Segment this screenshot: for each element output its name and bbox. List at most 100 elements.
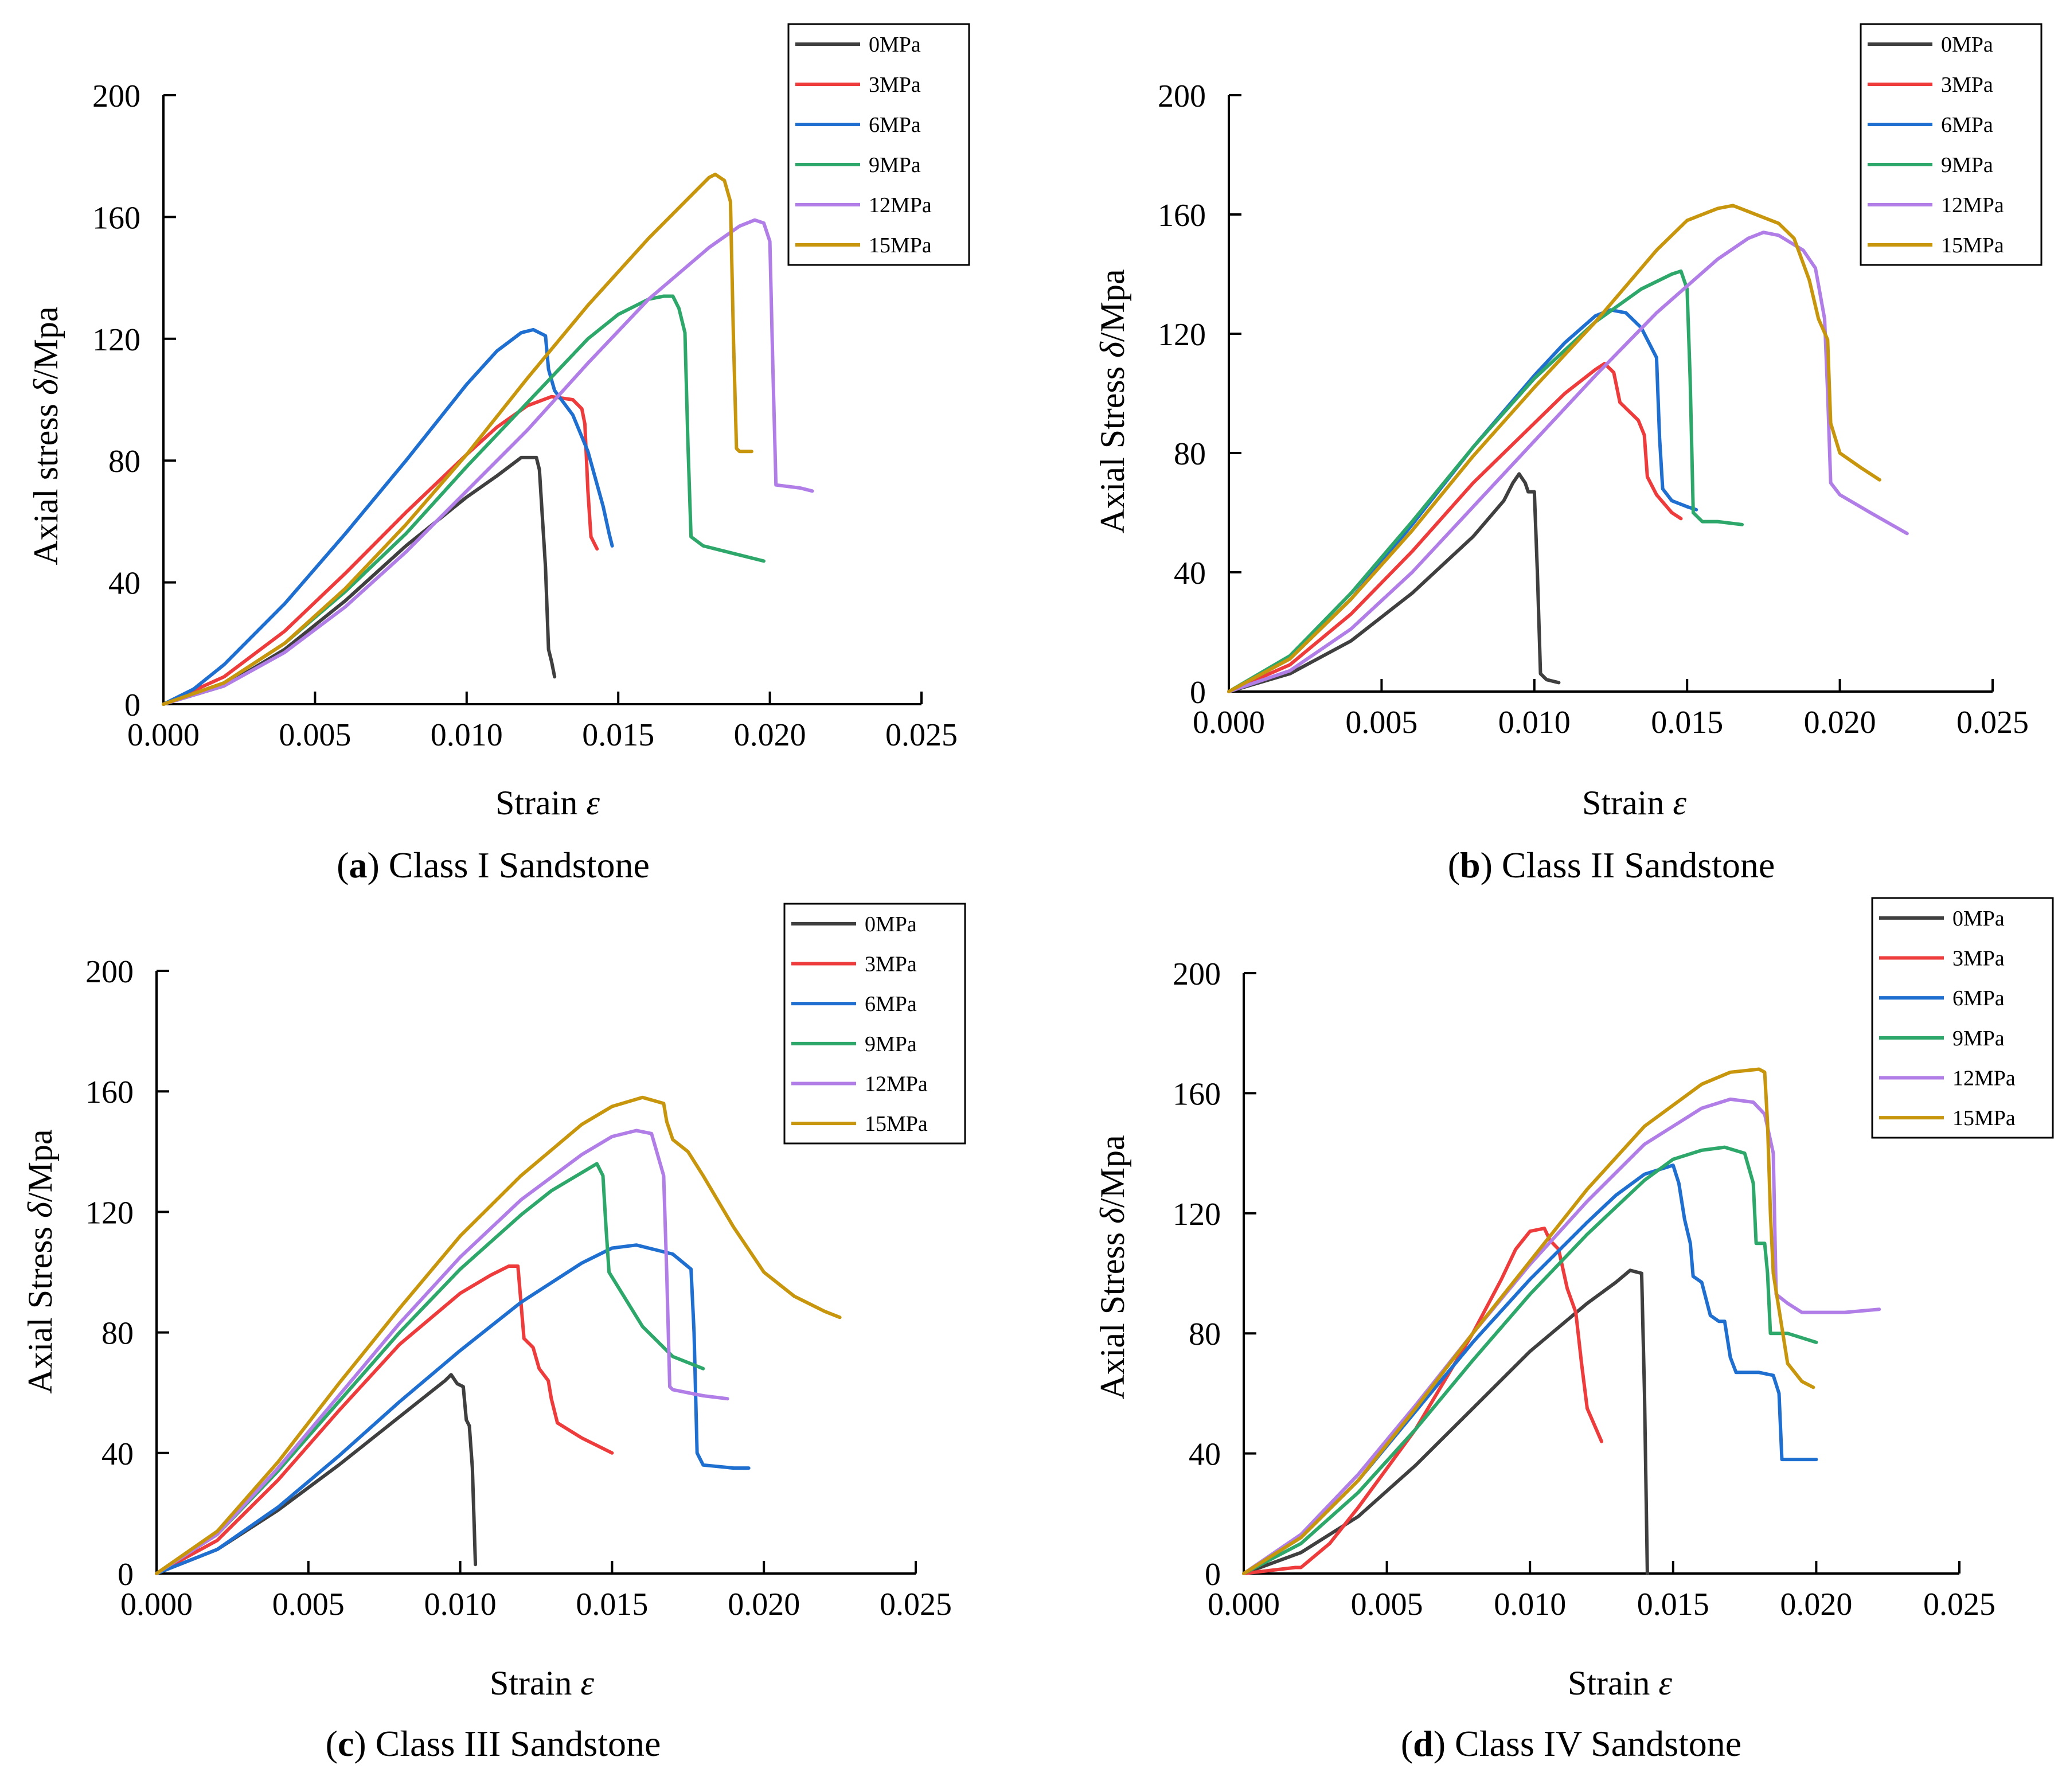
x-tick-label: 0.005 (1351, 1587, 1423, 1622)
legend-label: 15MPa (865, 1112, 928, 1136)
series-line-6mpa (1227, 308, 1698, 693)
series-line-15mpa (162, 173, 753, 706)
y-tick-label: 120 (1173, 1197, 1221, 1232)
caption-paren-close: ) (1434, 1723, 1446, 1764)
chart-panel-d: 0.000 0.005 0.010 0.015 0.020 0.025 0 40 80 120 16… (1094, 897, 2054, 1764)
legend-label: 0MPa (1941, 33, 1993, 57)
x-tick-label: 0.020 (1780, 1587, 1852, 1622)
x-tick-label: 0.000 (127, 717, 200, 753)
legend-label: 0MPa (869, 33, 921, 57)
series-line-12mpa (162, 218, 814, 706)
x-axis-title: Strain ε (1568, 1664, 1672, 1702)
x-tick-label: 0.015 (576, 1587, 648, 1622)
caption-paren-close: ) (367, 845, 379, 885)
series-line-9mpa (155, 1162, 705, 1575)
x-tick-label: 0.015 (1637, 1587, 1709, 1622)
series-line-15mpa (1227, 204, 1881, 693)
panel-caption: (b) Class II Sandstone (1448, 845, 1775, 885)
x-tick-label: 0.010 (1494, 1587, 1566, 1622)
legend-label: 15MPa (869, 233, 932, 257)
series-line-15mpa (155, 1095, 842, 1575)
legend-label: 9MPa (1941, 153, 1993, 177)
x-tick-label: 0.005 (272, 1587, 345, 1622)
series-line-0mpa (155, 1373, 478, 1575)
legend-label: 9MPa (869, 153, 921, 177)
chart-panel-c: 0.000 0.005 0.010 0.015 0.020 0.025 0 40 80 120 16… (21, 903, 966, 1764)
legend-label: 6MPa (1941, 113, 1993, 137)
series-line-3mpa (162, 395, 599, 706)
x-axis-title: Strain ε (495, 784, 600, 822)
y-tick-label: 120 (1158, 317, 1206, 353)
caption-paren-open: ( (1448, 845, 1460, 885)
legend-label: 15MPa (1952, 1106, 2016, 1130)
x-tick-label: 0.020 (1804, 705, 1876, 740)
y-tick-label: 160 (92, 200, 140, 236)
y-tick-label: 200 (92, 79, 140, 114)
legend-label: 3MPa (1952, 947, 2005, 971)
caption-paren-open: ( (326, 1723, 338, 1764)
series-line-0mpa (1242, 1268, 1649, 1575)
legend-label: 15MPa (1941, 233, 2004, 257)
y-axis-title: Axial Stress δ/Mpa (21, 1129, 59, 1393)
x-axis-title: Strain ε (1582, 784, 1686, 822)
y-axis-title: Axial Stress δ/Mpa (1094, 1135, 1131, 1399)
x-tick-label: 0.000 (120, 1587, 193, 1622)
legend-label: 0MPa (865, 912, 917, 936)
caption-paren-open: ( (337, 845, 349, 885)
legend-label: 6MPa (1952, 986, 2005, 1010)
legend-label: 12MPa (1952, 1067, 2016, 1091)
legend-label: 12MPa (865, 1072, 928, 1096)
legend-label: 12MPa (1941, 193, 2004, 217)
legend-label: 6MPa (865, 992, 917, 1016)
series-line-3mpa (1227, 362, 1683, 693)
panel-caption: (d) Class IV Sandstone (1401, 1723, 1741, 1764)
legend: 0MPa 3MPa 6MPa 9MPa 12MPa 15MPa (1871, 897, 2054, 1139)
series-line-12mpa (1242, 1097, 1881, 1575)
y-tick-label: 0 (118, 1557, 134, 1592)
series-line-0mpa (162, 455, 557, 706)
y-tick-label: 80 (1189, 1317, 1221, 1352)
caption-paren-close: ) (354, 1723, 366, 1764)
x-tick-label: 0.025 (880, 1587, 952, 1622)
legend-label: 0MPa (1952, 907, 2005, 931)
legend: 0MPa 3MPa 6MPa 9MPa 12MPa 15MPa (783, 903, 966, 1145)
panel-caption: (c) Class III Sandstone (326, 1723, 661, 1764)
x-tick-label: 0.005 (1345, 705, 1417, 740)
legend-label: 9MPa (865, 1032, 917, 1056)
series-line-15mpa (1242, 1067, 1815, 1575)
x-tick-label: 0.025 (1956, 705, 2029, 740)
x-tick-label: 0.025 (885, 717, 958, 753)
chart-panel-b: 0.000 0.005 0.010 0.015 0.020 0.025 0 40 80 120 16… (1094, 23, 2043, 885)
x-tick-label: 0.010 (424, 1587, 497, 1622)
series-line-9mpa (1227, 269, 1744, 693)
x-tick-label: 0.000 (1208, 1587, 1280, 1622)
y-tick-label: 200 (85, 954, 134, 990)
x-tick-label: 0.025 (1923, 1587, 1995, 1622)
series-line-3mpa (155, 1264, 614, 1575)
x-tick-label: 0.020 (728, 1587, 800, 1622)
y-tick-label: 160 (1173, 1076, 1221, 1112)
y-tick-label: 120 (85, 1195, 134, 1231)
y-tick-label: 80 (108, 444, 140, 479)
legend: 0MPa 3MPa 6MPa 9MPa 12MPa 15MPa (787, 23, 970, 266)
y-axis-title: Axial stress δ/Mpa (27, 306, 65, 565)
legend-box (1860, 23, 2043, 266)
legend-box (787, 23, 970, 266)
y-tick-label: 0 (124, 688, 140, 723)
y-tick-label: 80 (101, 1316, 134, 1352)
legend-label: 3MPa (865, 952, 917, 977)
y-tick-label: 0 (1205, 1557, 1221, 1592)
x-tick-label: 0.010 (1498, 705, 1571, 740)
x-tick-label: 0.005 (279, 717, 351, 753)
y-tick-label: 160 (1158, 198, 1206, 233)
caption-paren-close: ) (1481, 845, 1493, 885)
series-line-6mpa (155, 1243, 751, 1575)
y-tick-label: 40 (1174, 556, 1206, 591)
x-tick-label: 0.020 (734, 717, 806, 753)
legend-label: 3MPa (1941, 73, 1993, 97)
y-tick-label: 200 (1173, 956, 1221, 992)
legend: 0MPa 3MPa 6MPa 9MPa 12MPa 15MPa (1860, 23, 2043, 266)
series-line-0mpa (1227, 472, 1561, 693)
x-axis-title: Strain ε (490, 1664, 594, 1702)
